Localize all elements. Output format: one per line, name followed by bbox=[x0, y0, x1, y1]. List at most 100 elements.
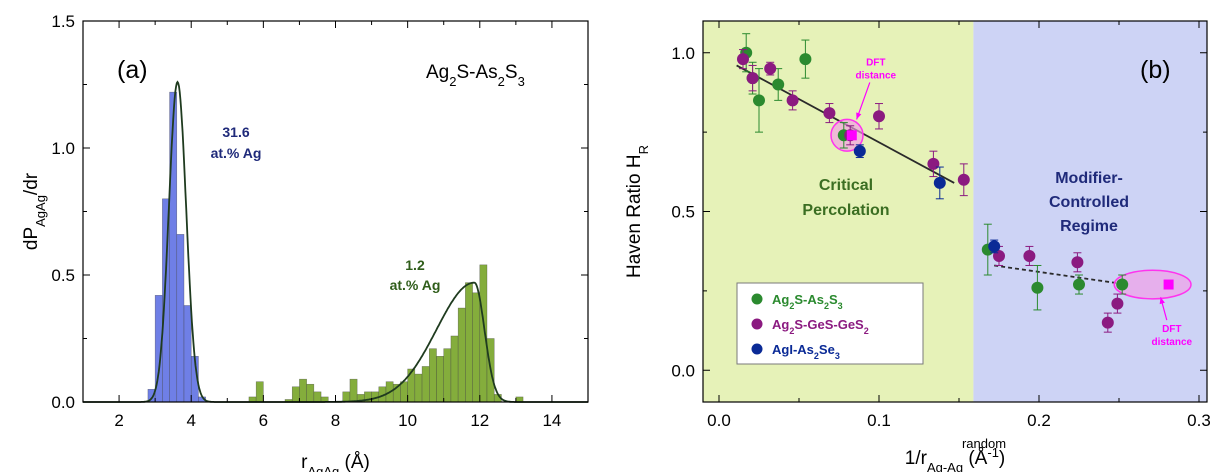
histogram-bar bbox=[169, 91, 178, 403]
x-tick-label: 0.0 bbox=[707, 411, 731, 430]
region-label-controlled: Controlled bbox=[1049, 194, 1129, 211]
histogram-bar bbox=[450, 335, 459, 403]
series-agi-as2se3 bbox=[853, 144, 1001, 254]
panel-label: (b) bbox=[1140, 56, 1171, 84]
dft-arrowhead bbox=[1159, 297, 1165, 305]
dft-label: DFT bbox=[866, 57, 885, 68]
chart-title: Ag2S-As2S3 bbox=[426, 62, 525, 89]
x-tick-label: 8 bbox=[331, 411, 340, 430]
y-axis-label: dPAgAg/dr bbox=[21, 172, 48, 250]
region-2 bbox=[973, 21, 1207, 402]
x-tick-label: 0.2 bbox=[1027, 411, 1051, 430]
y-tick-label: 1.0 bbox=[51, 139, 75, 158]
data-point bbox=[957, 173, 970, 186]
histogram-bar bbox=[255, 381, 264, 403]
data-point bbox=[988, 240, 1001, 253]
data-point bbox=[1101, 316, 1114, 329]
histogram-bar bbox=[313, 391, 322, 403]
legend: Ag2S-As2S3 Ag2S-GeS-GeS2 AgI-As2Se3 bbox=[736, 282, 924, 365]
legend-marker bbox=[751, 343, 763, 355]
dft-arrow bbox=[856, 82, 871, 120]
region-label-regime: Regime bbox=[1060, 218, 1118, 235]
histogram-bar bbox=[472, 292, 481, 403]
histogram-series-1 bbox=[147, 91, 206, 403]
data-point bbox=[853, 145, 866, 158]
histogram-bar bbox=[183, 305, 192, 403]
series-label-1-2: 1.2 bbox=[405, 257, 425, 273]
legend-entry: Ag2S-As2S3 bbox=[772, 292, 843, 311]
data-point bbox=[933, 176, 946, 189]
data-point bbox=[1111, 297, 1124, 310]
data-point bbox=[1116, 278, 1129, 291]
histogram-bar bbox=[429, 348, 437, 403]
data-point bbox=[764, 62, 777, 75]
histogram-bar bbox=[299, 378, 307, 403]
series-label-31-6-unit: at.% Ag bbox=[211, 145, 262, 161]
x-tick-label: 2 bbox=[114, 411, 123, 430]
histogram-bar bbox=[443, 348, 452, 403]
data-point bbox=[746, 72, 759, 85]
x-axis-label: rAgAg (Å) bbox=[301, 452, 370, 472]
series-label-31-6: 31.6 bbox=[222, 124, 249, 140]
histogram-bar bbox=[407, 368, 416, 403]
x-axis-label: 1/rAg-Ag (Å-1) bbox=[905, 445, 1006, 472]
dft-label: DFT bbox=[1162, 324, 1181, 335]
data-point bbox=[1071, 256, 1084, 269]
y-tick-label: 0.5 bbox=[671, 203, 695, 222]
histogram-bar bbox=[349, 378, 358, 403]
data-point bbox=[753, 94, 765, 107]
dft-highlight-ellipse bbox=[1113, 269, 1192, 300]
region-label-percolation: Percolation bbox=[802, 202, 889, 219]
region-label-modifier: Modifier- bbox=[1055, 170, 1123, 187]
x-tick-label: 6 bbox=[259, 411, 268, 430]
x-axis-label-superscript: random bbox=[962, 436, 1006, 451]
y-tick-label: 0.0 bbox=[671, 361, 695, 380]
histogram-bar bbox=[306, 383, 315, 403]
data-point bbox=[786, 94, 799, 107]
panel-a: 2 4 6 8 10 12 14 0.0 0.5 1.0 1.5 rAgAg (Å) dPAgAg/dr… bbox=[21, 12, 589, 472]
histogram-bar bbox=[457, 307, 466, 403]
data-point bbox=[1073, 278, 1085, 291]
series-label-1-2-unit: at.% Ag bbox=[390, 277, 441, 293]
x-tick-label: 0.3 bbox=[1187, 411, 1210, 430]
dft-arrowhead bbox=[856, 112, 862, 120]
dft-label: distance bbox=[856, 70, 897, 81]
series-dft-distance bbox=[846, 130, 1174, 290]
y-tick-label: 0.0 bbox=[51, 393, 75, 412]
data-point bbox=[873, 110, 885, 123]
x-tick-label: 10 bbox=[398, 411, 417, 430]
x-tick-label: 12 bbox=[470, 411, 489, 430]
series-ag2s-ges-ges2 bbox=[737, 49, 1124, 333]
data-point bbox=[799, 53, 812, 66]
dft-point bbox=[846, 130, 857, 141]
y-tick-label: 0.5 bbox=[51, 266, 75, 285]
data-point bbox=[1031, 281, 1044, 294]
panel-b: DFT distance DFT distance Critical Percolatio… bbox=[624, 20, 1210, 472]
histogram-bar bbox=[342, 391, 351, 403]
data-point bbox=[1023, 249, 1036, 262]
histogram-bar bbox=[400, 381, 408, 403]
dft-point bbox=[1163, 279, 1174, 290]
y-tick-label: 1.0 bbox=[671, 44, 695, 63]
y-tick-label: 1.5 bbox=[51, 12, 75, 31]
trend-line-dashed bbox=[994, 264, 1128, 286]
histogram-bar bbox=[176, 234, 185, 403]
data-point bbox=[772, 78, 785, 91]
data-point bbox=[927, 157, 940, 170]
histogram-bar bbox=[421, 366, 430, 403]
legend-marker bbox=[751, 318, 763, 330]
histogram-bar bbox=[465, 282, 473, 403]
histogram-bar bbox=[291, 386, 300, 403]
data-point bbox=[737, 53, 749, 66]
legend-box bbox=[736, 282, 924, 365]
region-label-critical: Critical bbox=[819, 177, 873, 194]
histogram-bar bbox=[414, 373, 423, 403]
x-tick-label: 14 bbox=[542, 411, 561, 430]
histogram-series-2 bbox=[248, 264, 524, 403]
x-tick-label: 0.1 bbox=[867, 411, 891, 430]
histogram-bar bbox=[479, 264, 488, 403]
legend-entry: Ag2S-GeS-GeS2 bbox=[772, 317, 869, 336]
y-axis-label: Haven Ratio HR bbox=[624, 145, 651, 278]
legend-marker bbox=[751, 293, 763, 305]
